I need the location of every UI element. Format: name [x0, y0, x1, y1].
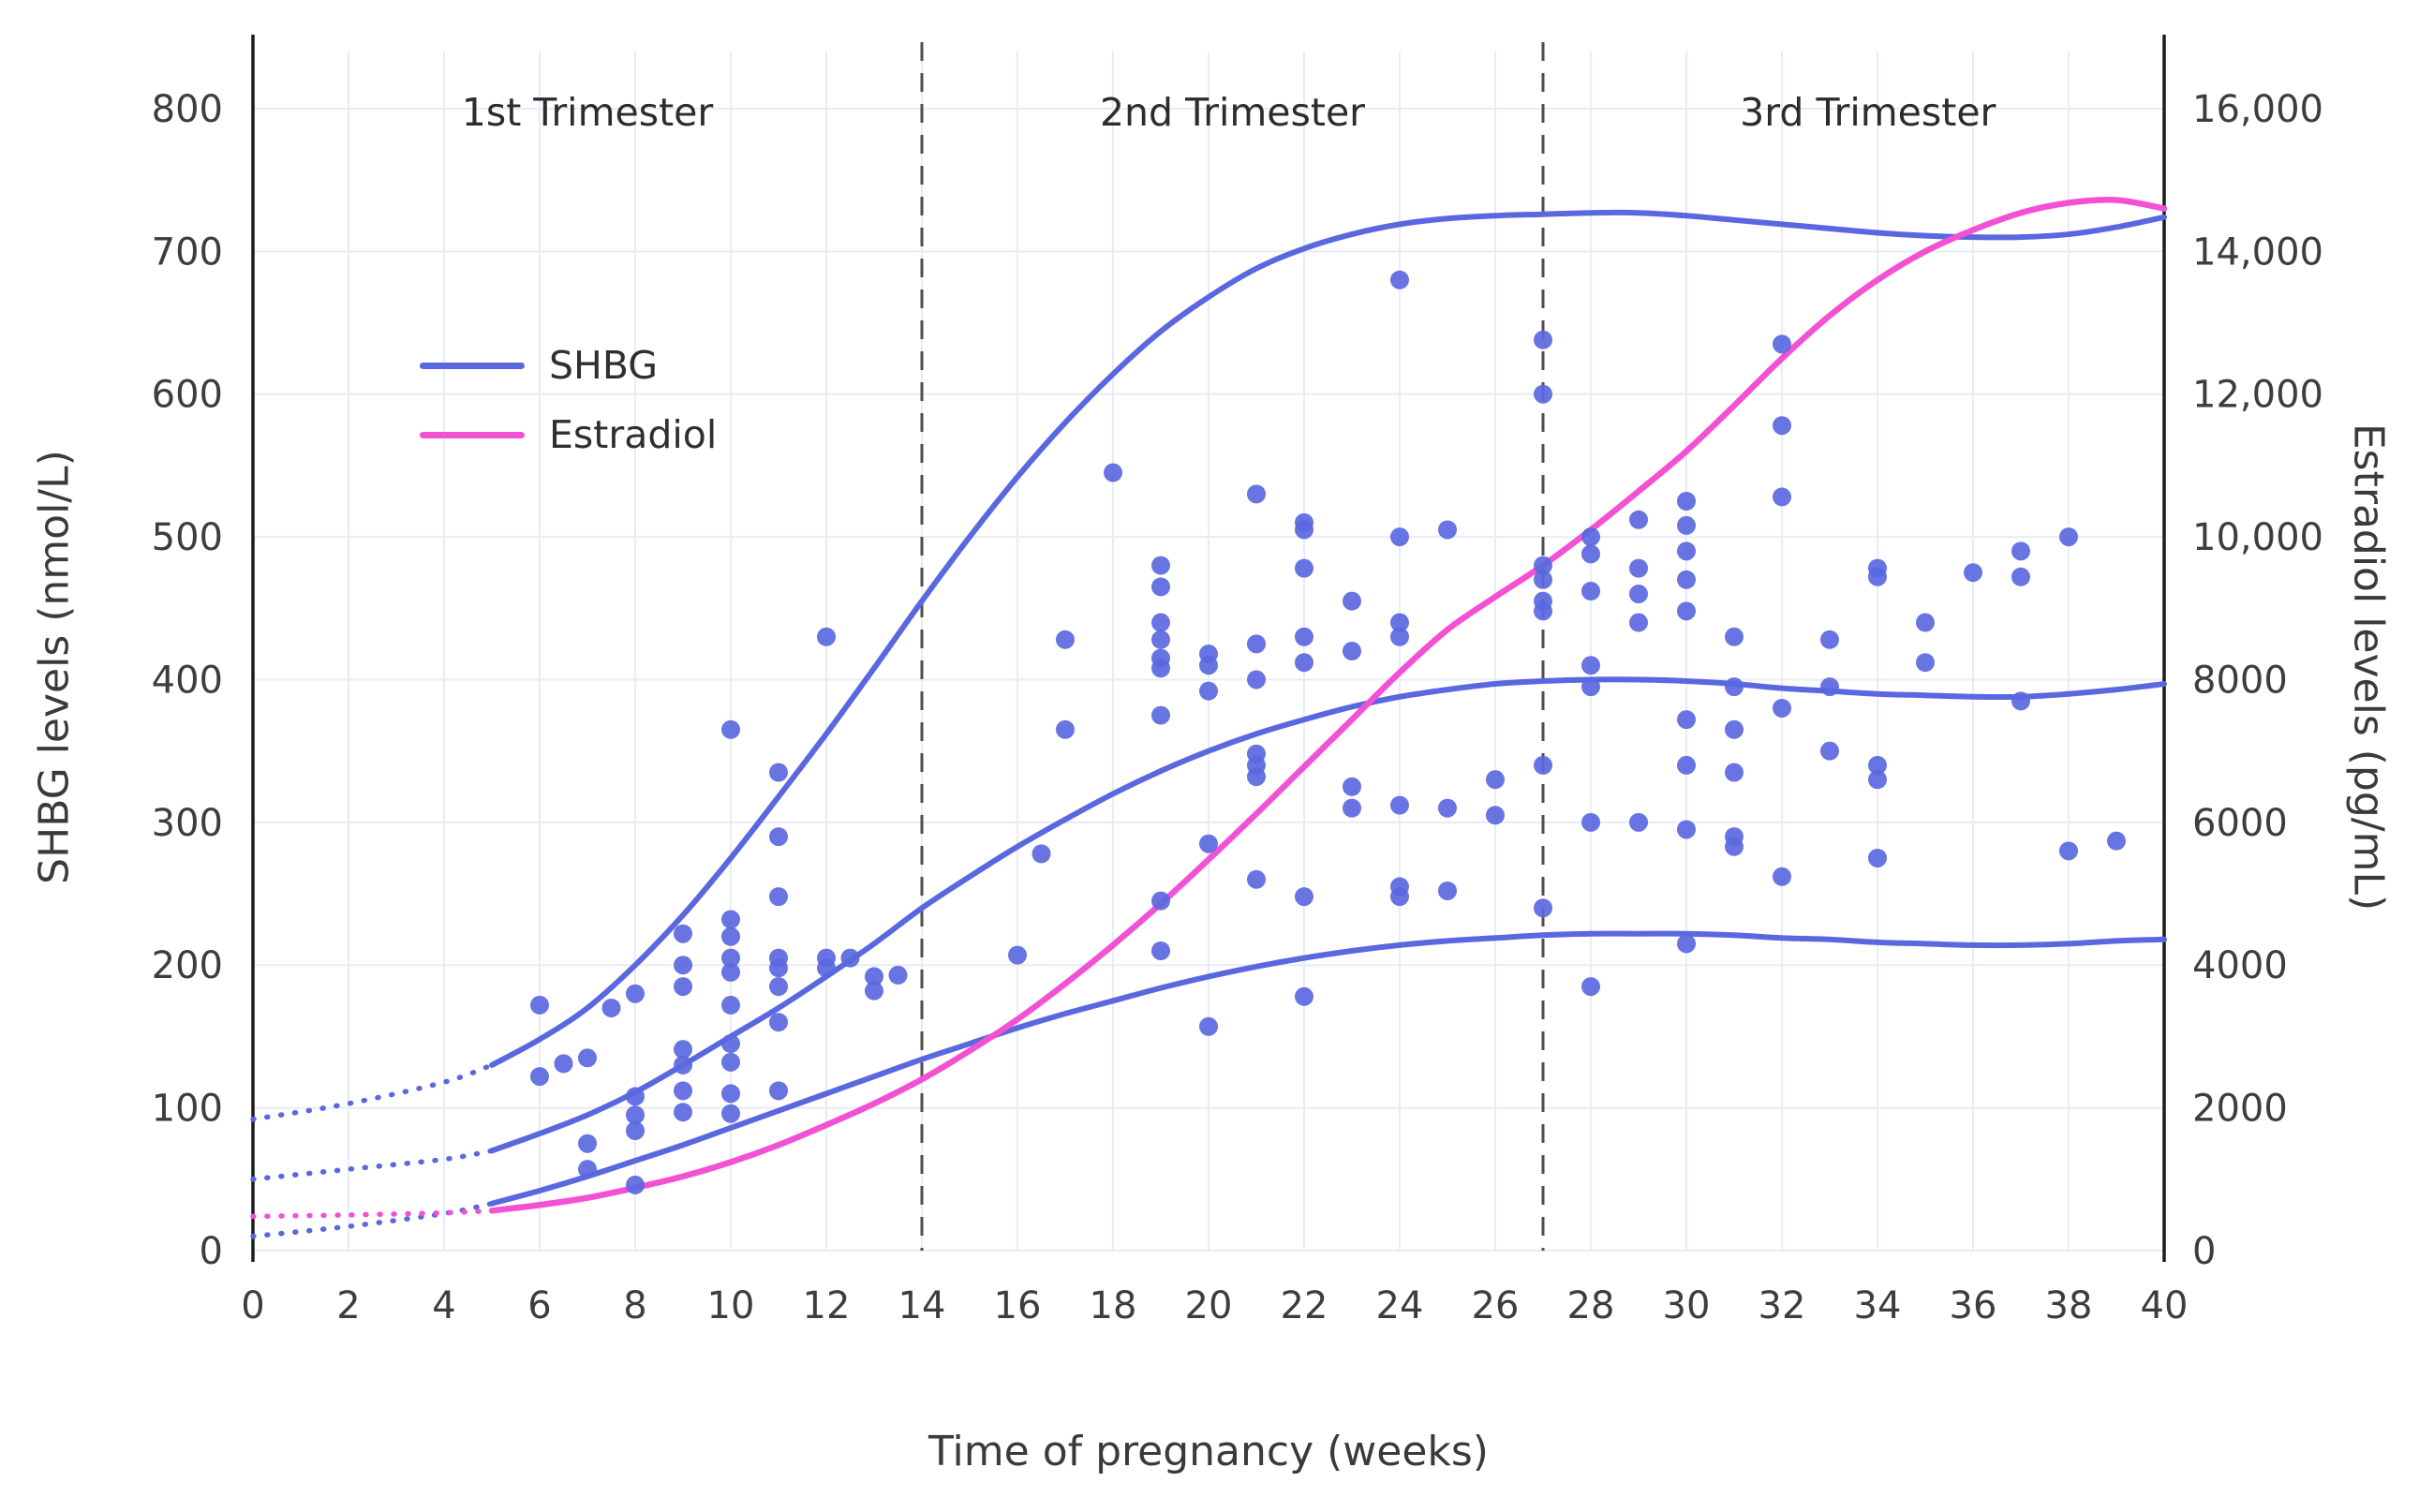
svg-text:20: 20 [1185, 1284, 1233, 1327]
svg-text:6000: 6000 [2192, 802, 2288, 845]
left-axis-title: SHBG levels (nmol/L) [30, 450, 79, 884]
svg-text:0: 0 [200, 1230, 223, 1273]
trimester-label-1: 1st Trimester [461, 90, 714, 135]
svg-text:34: 34 [1854, 1284, 1902, 1327]
svg-text:32: 32 [1759, 1284, 1806, 1327]
svg-text:24: 24 [1376, 1284, 1424, 1327]
svg-text:4: 4 [432, 1284, 455, 1327]
svg-text:200: 200 [152, 944, 223, 987]
svg-text:0: 0 [241, 1284, 264, 1327]
right-axis-title: Estradiol levels (pg/mL) [2344, 422, 2393, 912]
trimester-label-2: 2nd Trimester [1099, 90, 1366, 135]
legend-item-shbg: SHBG [420, 343, 717, 388]
svg-text:38: 38 [2045, 1284, 2093, 1327]
svg-text:4000: 4000 [2192, 944, 2288, 987]
svg-text:10: 10 [707, 1284, 755, 1327]
svg-text:700: 700 [152, 230, 223, 274]
legend-label-estradiol: Estradiol [549, 412, 718, 457]
svg-text:14: 14 [898, 1284, 946, 1327]
x-axis-title: Time of pregnancy (weeks) [928, 1428, 1489, 1475]
svg-text:6: 6 [527, 1284, 551, 1327]
svg-text:400: 400 [152, 659, 223, 702]
svg-text:300: 300 [152, 802, 223, 845]
legend-item-estradiol: Estradiol [420, 412, 717, 457]
svg-text:12,000: 12,000 [2192, 374, 2323, 417]
svg-text:10,000: 10,000 [2192, 516, 2323, 559]
svg-text:26: 26 [1472, 1284, 1520, 1327]
svg-text:14,000: 14,000 [2192, 230, 2323, 274]
legend: SHBG Estradiol [420, 343, 717, 457]
estradiol-line-swatch [420, 431, 525, 438]
svg-text:30: 30 [1663, 1284, 1711, 1327]
svg-text:22: 22 [1281, 1284, 1328, 1327]
svg-text:28: 28 [1567, 1284, 1615, 1327]
svg-text:0: 0 [2192, 1230, 2216, 1273]
svg-text:800: 800 [152, 88, 223, 131]
svg-text:12: 12 [803, 1284, 851, 1327]
svg-text:8: 8 [623, 1284, 646, 1327]
svg-text:2000: 2000 [2192, 1088, 2288, 1131]
svg-text:100: 100 [152, 1088, 223, 1131]
svg-text:2: 2 [336, 1284, 360, 1327]
svg-text:8000: 8000 [2192, 659, 2288, 702]
svg-text:500: 500 [152, 516, 223, 559]
svg-text:36: 36 [1950, 1284, 1997, 1327]
svg-text:16: 16 [994, 1284, 1042, 1327]
shbg-line-swatch [420, 362, 525, 369]
svg-text:18: 18 [1090, 1284, 1137, 1327]
legend-label-shbg: SHBG [549, 343, 659, 388]
svg-text:40: 40 [2141, 1284, 2189, 1327]
svg-text:16,000: 16,000 [2192, 88, 2323, 131]
trimester-label-3: 3rd Trimester [1740, 90, 1996, 135]
svg-text:600: 600 [152, 374, 223, 417]
